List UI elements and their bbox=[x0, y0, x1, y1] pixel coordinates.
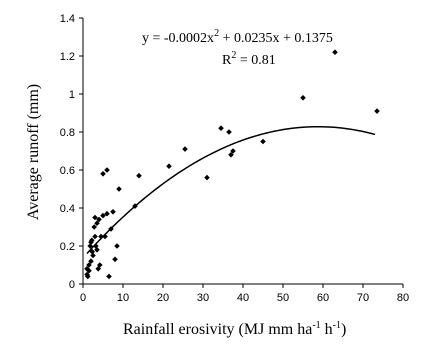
y-tick-label: 0 bbox=[69, 279, 75, 291]
data-point bbox=[182, 146, 188, 152]
data-point bbox=[300, 95, 306, 101]
data-point bbox=[108, 226, 114, 232]
y-tick-label: 1.4 bbox=[60, 13, 75, 25]
data-point bbox=[96, 216, 102, 223]
data-point bbox=[85, 273, 91, 280]
data-point bbox=[114, 243, 120, 249]
data-point bbox=[84, 266, 90, 272]
data-point bbox=[226, 129, 232, 135]
x-tick-label: 60 bbox=[317, 292, 329, 304]
x-axis-title: Rainfall erosivity (MJ mm ha-1 h-1) bbox=[123, 320, 346, 338]
data-point bbox=[136, 172, 142, 179]
data-point bbox=[88, 258, 94, 264]
data-point bbox=[97, 262, 103, 268]
data-point bbox=[112, 256, 118, 263]
data-point bbox=[100, 171, 106, 177]
data-point bbox=[100, 212, 106, 219]
data-point bbox=[86, 267, 92, 274]
data-point bbox=[332, 49, 338, 55]
data-point bbox=[92, 233, 98, 240]
data-point bbox=[110, 209, 116, 215]
data-point bbox=[116, 186, 122, 192]
data-point bbox=[94, 247, 100, 253]
data-point bbox=[230, 148, 236, 154]
data-point bbox=[374, 108, 380, 114]
y-tick-label: 0.2 bbox=[60, 241, 75, 253]
x-tick-label: 40 bbox=[237, 292, 249, 304]
data-point bbox=[218, 125, 224, 131]
x-tick-label: 10 bbox=[117, 292, 129, 304]
data-points bbox=[84, 49, 380, 280]
y-tick-label: 1 bbox=[69, 89, 75, 101]
data-point bbox=[91, 224, 97, 230]
y-tick-label: 1.2 bbox=[60, 51, 75, 63]
y-ticks: 0 0.2 0.4 0.6 0.8 1 1.2 1.4 bbox=[60, 13, 83, 291]
r-squared: R2 = 0.81 bbox=[222, 50, 276, 68]
data-point bbox=[92, 214, 98, 221]
x-tick-label: 20 bbox=[157, 292, 169, 304]
data-point bbox=[228, 152, 234, 158]
x-tick-label: 80 bbox=[397, 292, 409, 304]
x-tick-label: 30 bbox=[197, 292, 209, 304]
data-point bbox=[102, 233, 108, 240]
y-tick-label: 0.6 bbox=[60, 165, 75, 177]
data-point bbox=[260, 138, 266, 145]
data-point bbox=[86, 262, 92, 268]
data-point bbox=[89, 237, 95, 244]
data-point bbox=[104, 167, 110, 173]
trendline bbox=[86, 125, 376, 254]
data-point bbox=[104, 210, 110, 217]
data-point bbox=[89, 248, 95, 255]
data-point bbox=[132, 203, 138, 209]
data-point bbox=[94, 220, 100, 226]
trend-equation: y = -0.0002x2 + 0.0235x + 0.1375 bbox=[142, 28, 333, 46]
data-point bbox=[106, 273, 112, 280]
data-point bbox=[98, 233, 104, 240]
x-tick-label: 50 bbox=[277, 292, 289, 304]
x-ticks: 0 10 20 30 40 50 60 70 80 bbox=[80, 284, 409, 304]
x-tick-label: 70 bbox=[357, 292, 369, 304]
data-point bbox=[87, 243, 93, 249]
data-point bbox=[90, 252, 96, 259]
data-point bbox=[166, 163, 172, 169]
y-axis-title: Average runoff (mm) bbox=[25, 84, 42, 220]
y-tick-label: 0.4 bbox=[60, 203, 75, 215]
y-tick-label: 0.8 bbox=[60, 127, 75, 139]
plot-area: 0 10 20 30 40 50 60 70 80 0 0.2 0.4 0.6 0.8 1 1.2 1.4 bbox=[60, 13, 409, 304]
x-tick-label: 0 bbox=[80, 292, 86, 304]
data-point bbox=[204, 174, 210, 181]
